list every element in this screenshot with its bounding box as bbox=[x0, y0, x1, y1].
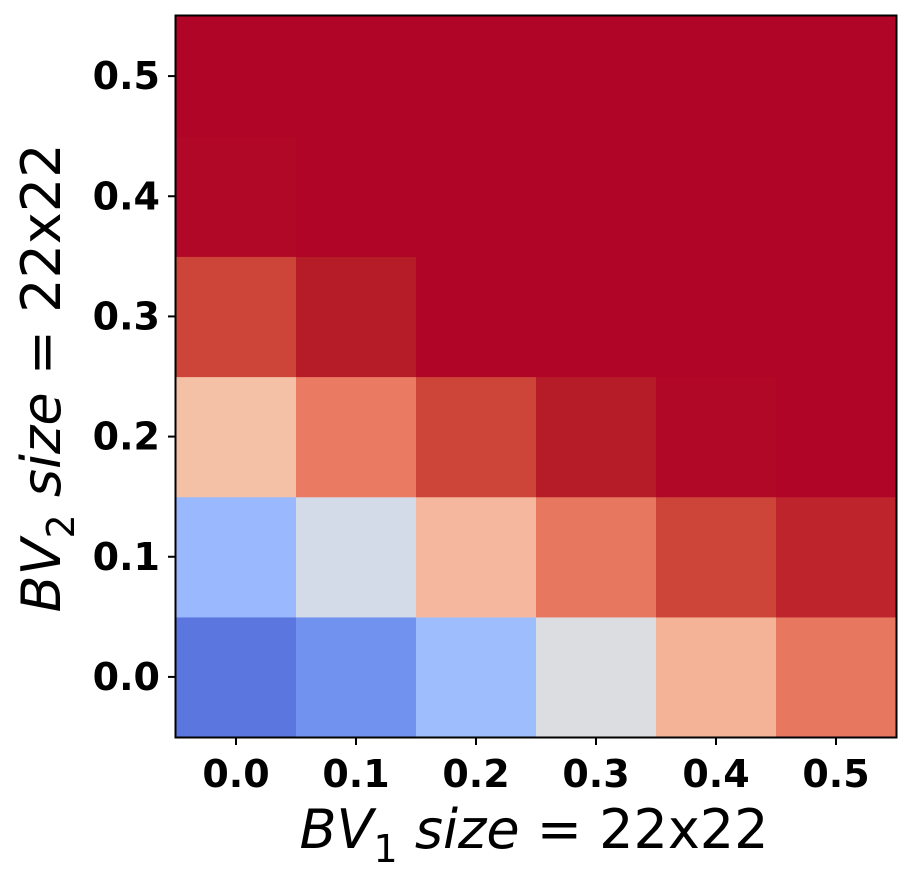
heatmap-cell-x0.3-y0.0 bbox=[536, 616, 657, 738]
heatmap-cell-x0.4-y0.3 bbox=[656, 256, 777, 378]
y-tick-label: 0.3 bbox=[93, 294, 160, 338]
heatmap-cell-x0.3-y0.2 bbox=[536, 376, 657, 498]
heatmap-cell-x0.0-y0.4 bbox=[176, 136, 297, 257]
heatmap-cell-x0.5-y0.4 bbox=[776, 136, 897, 257]
heatmap-cell-x0.2-y0.5 bbox=[416, 16, 537, 137]
heatmap-cell-x0.4-y0.1 bbox=[656, 496, 777, 618]
y-tick-label: 0.1 bbox=[93, 535, 160, 579]
heatmap-cell-x0.4-y0.4 bbox=[656, 136, 777, 257]
heatmap-cell-x0.2-y0.2 bbox=[416, 376, 537, 498]
x-tick-label: 0.2 bbox=[442, 752, 509, 796]
x-tick-label: 0.3 bbox=[562, 752, 629, 796]
x-tick-label: 0.4 bbox=[682, 752, 749, 796]
heatmap-cell-x0.3-y0.1 bbox=[536, 496, 657, 618]
heatmap-cell-x0.5-y0.0 bbox=[776, 616, 897, 738]
heatmap-cell-x0.1-y0.2 bbox=[296, 376, 417, 498]
heatmap-cell-x0.1-y0.0 bbox=[296, 616, 417, 738]
heatmap-cell-x0.0-y0.1 bbox=[176, 496, 297, 618]
heatmap-cell-x0.2-y0.1 bbox=[416, 496, 537, 618]
heatmap-cell-x0.5-y0.1 bbox=[776, 496, 897, 618]
heatmap-cell-x0.3-y0.5 bbox=[536, 16, 657, 137]
y-tick-label: 0.0 bbox=[93, 655, 160, 699]
y-tick-label: 0.5 bbox=[93, 54, 160, 98]
y-axis-ticks: 0.0 0.1 0.2 0.3 0.4 0.5 bbox=[93, 54, 176, 699]
heatmap-cell-x0.0-y0.5 bbox=[176, 16, 297, 137]
heatmap-cell-x0.3-y0.4 bbox=[536, 136, 657, 257]
x-tick-label: 0.1 bbox=[322, 752, 389, 796]
x-tick-label: 0.5 bbox=[802, 752, 869, 796]
x-axis-label: BV1 size = 22x22 bbox=[299, 798, 768, 871]
y-tick-label: 0.4 bbox=[93, 174, 160, 218]
y-tick-label: 0.2 bbox=[93, 415, 160, 459]
x-axis-ticks: 0.0 0.1 0.2 0.3 0.4 0.5 bbox=[202, 737, 870, 796]
heatmap-cell-x0.4-y0.2 bbox=[656, 376, 777, 498]
heatmap-cell-x0.1-y0.1 bbox=[296, 496, 417, 618]
y-axis-label: BV2 size = 22x22 bbox=[10, 143, 83, 612]
heatmap-cell-x0.4-y0.0 bbox=[656, 616, 777, 738]
heatmap-cell-x0.0-y0.2 bbox=[176, 376, 297, 498]
heatmap-cell-x0.1-y0.3 bbox=[296, 256, 417, 378]
heatmap-cell-x0.2-y0.3 bbox=[416, 256, 537, 378]
plot-frame bbox=[174, 14, 898, 739]
heatmap-cell-x0.3-y0.3 bbox=[536, 256, 657, 378]
x-tick-label: 0.0 bbox=[202, 752, 269, 796]
heatmap-cell-x0.2-y0.0 bbox=[416, 616, 537, 738]
heatmap-cell-x0.4-y0.5 bbox=[656, 16, 777, 137]
heatmap-cell-x0.5-y0.5 bbox=[776, 16, 897, 137]
heatmap-cell-x0.1-y0.5 bbox=[296, 16, 417, 137]
heatmap-cell-x0.5-y0.3 bbox=[776, 256, 897, 378]
heatmap-cell-x0.2-y0.4 bbox=[416, 136, 537, 257]
heatmap-cell-x0.0-y0.3 bbox=[176, 256, 297, 378]
heatmap-cell-x0.1-y0.4 bbox=[296, 136, 417, 257]
heatmap-cell-x0.0-y0.0 bbox=[176, 616, 297, 738]
heatmap-cells bbox=[176, 16, 897, 738]
heatmap-cell-x0.5-y0.2 bbox=[776, 376, 897, 498]
